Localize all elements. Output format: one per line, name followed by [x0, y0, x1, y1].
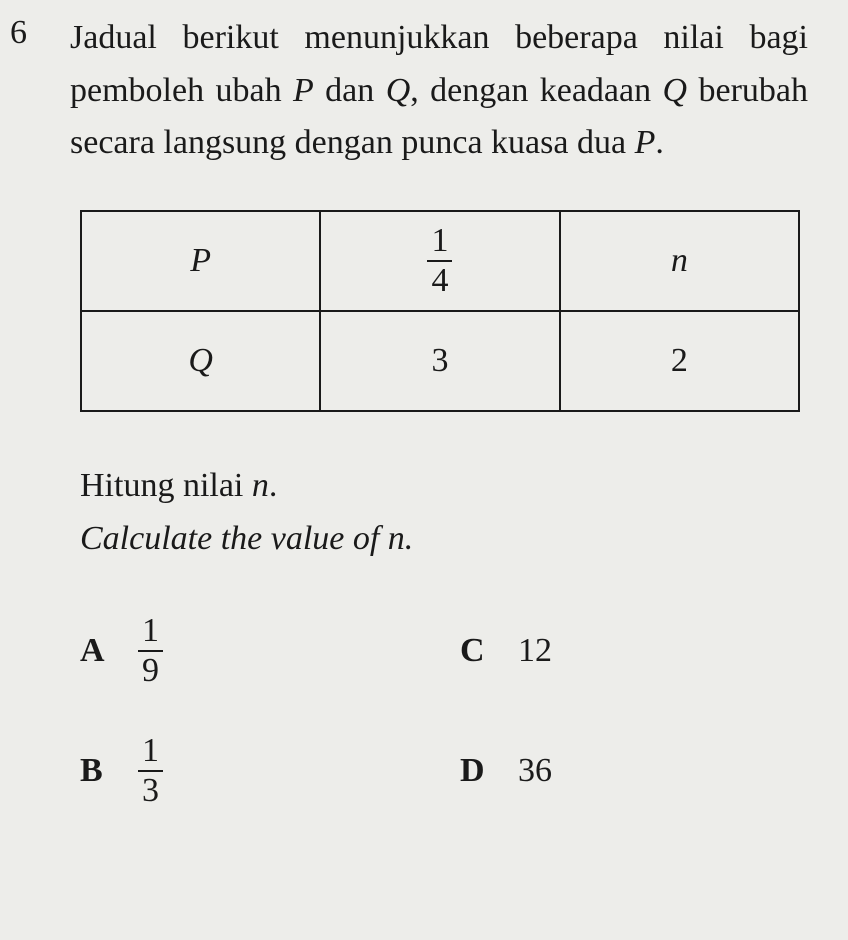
question-number: 6: [10, 12, 70, 52]
qt-P1: P: [293, 72, 314, 109]
option-letter: D: [460, 752, 518, 790]
cell-Q-label: Q: [81, 311, 320, 411]
frac-num: 1: [427, 224, 452, 260]
qt-8: .: [655, 124, 664, 161]
qt-Q2: Q: [663, 72, 688, 109]
page: 6 Jadual berikut menunjukkan beberapa ni…: [0, 0, 848, 940]
frac-den: 9: [138, 650, 163, 688]
frac-1-4: 1 4: [427, 224, 452, 298]
cell-P-label: P: [81, 211, 320, 311]
cell-Q-1: 2: [560, 311, 799, 411]
cell-Q-0: 3: [320, 311, 559, 411]
table-row: Q 3 2: [81, 311, 799, 411]
question-text: Jadual berikut menunjukkan beberapa nila…: [70, 12, 808, 170]
qt-P2: P: [635, 124, 656, 161]
option-letter: C: [460, 632, 518, 670]
qt-2: dan: [314, 72, 386, 109]
option-A[interactable]: A 1 9: [80, 591, 460, 711]
frac-den: 4: [427, 260, 452, 298]
frac-1-9: 1 9: [138, 614, 163, 688]
option-value: 12: [518, 632, 552, 670]
option-letter: B: [80, 752, 138, 790]
instr1-n: n: [252, 467, 269, 504]
qt-4: , dengan keadaan: [410, 72, 662, 109]
option-value: 36: [518, 752, 552, 790]
qt-Q1: Q: [386, 72, 411, 109]
instr1-a: Hitung nilai: [80, 467, 252, 504]
cell-P-1: n: [560, 211, 799, 311]
option-D[interactable]: D 36: [460, 711, 808, 831]
table-wrap: P 1 4 n Q 3 2: [80, 210, 798, 412]
instr1-c: .: [269, 467, 278, 504]
instruction: Hitung nilai n. Calculate the value of n…: [80, 460, 808, 565]
option-B[interactable]: B 1 3: [80, 711, 460, 831]
option-letter: A: [80, 632, 138, 670]
question-row: 6 Jadual berikut menunjukkan beberapa ni…: [10, 12, 808, 170]
frac-num: 1: [138, 614, 163, 650]
option-value: 1 3: [138, 734, 163, 808]
cell-P-0: 1 4: [320, 211, 559, 311]
option-value: 1 9: [138, 614, 163, 688]
data-table: P 1 4 n Q 3 2: [80, 210, 800, 412]
table-row: P 1 4 n: [81, 211, 799, 311]
option-C[interactable]: C 12: [460, 591, 808, 711]
frac-1-3: 1 3: [138, 734, 163, 808]
options: A 1 9 C 12 B 1 3 D 36: [80, 591, 808, 831]
frac-den: 3: [138, 770, 163, 808]
instruction-line1: Hitung nilai n.: [80, 460, 808, 513]
frac-num: 1: [138, 734, 163, 770]
instruction-line2: Calculate the value of n.: [80, 513, 808, 566]
